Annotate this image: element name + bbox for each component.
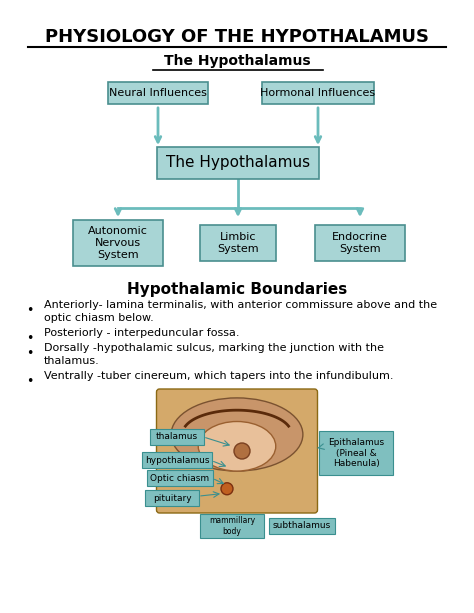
Text: optic chiasm below.: optic chiasm below. <box>44 313 154 323</box>
Text: •: • <box>27 375 34 388</box>
Text: thalamus: thalamus <box>156 432 198 441</box>
Text: Epithalamus
(Pineal &
Habenula): Epithalamus (Pineal & Habenula) <box>328 438 384 468</box>
Text: thalamus.: thalamus. <box>44 356 100 366</box>
Text: Neural Influences: Neural Influences <box>109 88 207 98</box>
Text: Hormonal Influences: Hormonal Influences <box>260 88 375 98</box>
FancyBboxPatch shape <box>150 429 204 445</box>
Circle shape <box>234 443 250 459</box>
FancyBboxPatch shape <box>147 470 213 486</box>
Text: •: • <box>27 332 34 345</box>
Text: hypothalamus: hypothalamus <box>145 456 209 465</box>
FancyBboxPatch shape <box>319 432 393 475</box>
FancyBboxPatch shape <box>269 518 335 534</box>
Ellipse shape <box>198 422 276 471</box>
FancyBboxPatch shape <box>200 514 264 538</box>
Text: The Hypothalamus: The Hypothalamus <box>164 54 310 68</box>
FancyBboxPatch shape <box>142 452 212 468</box>
Text: Hypothalamic Boundaries: Hypothalamic Boundaries <box>127 282 347 297</box>
Text: •: • <box>27 347 34 360</box>
FancyBboxPatch shape <box>73 220 163 266</box>
Text: The Hypothalamus: The Hypothalamus <box>166 156 310 170</box>
FancyBboxPatch shape <box>262 82 374 104</box>
Text: Ventrally -tuber cinereum, which tapers into the infundibulum.: Ventrally -tuber cinereum, which tapers … <box>44 371 393 381</box>
Text: pituitary: pituitary <box>153 493 191 503</box>
FancyBboxPatch shape <box>200 225 276 261</box>
Ellipse shape <box>171 398 303 471</box>
Text: Endocrine
System: Endocrine System <box>332 232 388 254</box>
Text: Dorsally -hypothalamic sulcus, marking the junction with the: Dorsally -hypothalamic sulcus, marking t… <box>44 343 384 353</box>
Text: Limbic
System: Limbic System <box>217 232 259 254</box>
Circle shape <box>221 483 233 495</box>
Text: PHYSIOLOGY OF THE HYPOTHALAMUS: PHYSIOLOGY OF THE HYPOTHALAMUS <box>45 28 429 46</box>
FancyBboxPatch shape <box>315 225 405 261</box>
Text: Posteriorly - interpeduncular fossa.: Posteriorly - interpeduncular fossa. <box>44 328 239 338</box>
Text: Anteriorly- lamina terminalis, with anterior commissure above and the: Anteriorly- lamina terminalis, with ante… <box>44 300 437 310</box>
Text: subthalamus: subthalamus <box>273 522 331 530</box>
Text: Optic chiasm: Optic chiasm <box>150 474 210 482</box>
FancyBboxPatch shape <box>156 389 318 513</box>
Text: mammillary
body: mammillary body <box>209 516 255 536</box>
FancyBboxPatch shape <box>145 490 199 506</box>
FancyBboxPatch shape <box>108 82 208 104</box>
Text: Autonomic
Nervous
System: Autonomic Nervous System <box>88 226 148 259</box>
FancyBboxPatch shape <box>157 147 319 179</box>
Text: •: • <box>27 304 34 317</box>
